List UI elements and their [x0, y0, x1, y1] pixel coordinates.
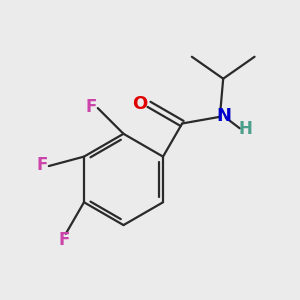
Text: F: F [85, 98, 97, 116]
Text: F: F [58, 231, 70, 249]
Text: N: N [216, 107, 231, 125]
Text: F: F [37, 156, 48, 174]
Text: H: H [238, 120, 252, 138]
Text: O: O [133, 95, 148, 113]
